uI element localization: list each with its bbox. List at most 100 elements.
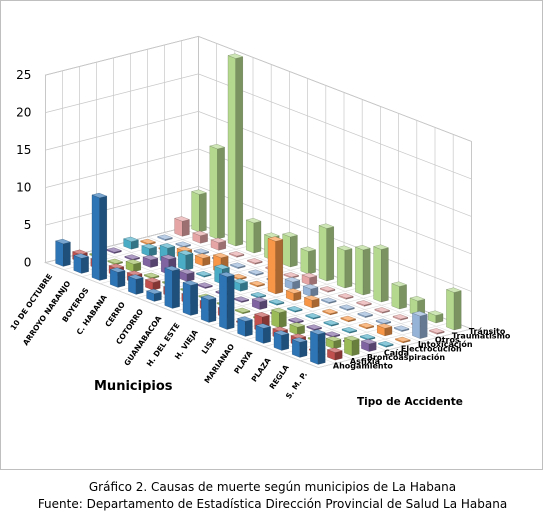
floor-grid-line	[164, 232, 438, 338]
bar	[301, 272, 318, 286]
bar	[143, 272, 160, 280]
bar	[255, 323, 272, 344]
bar	[246, 258, 263, 265]
bar	[374, 307, 391, 314]
bar	[268, 299, 285, 306]
bar	[303, 295, 320, 309]
bar	[302, 284, 319, 297]
floor-grid-line	[63, 230, 217, 270]
bar	[360, 339, 377, 352]
floor-grid-line	[318, 328, 472, 368]
bar	[177, 250, 194, 271]
y-tick-label: 20	[16, 106, 31, 120]
floor-grid-line	[300, 321, 454, 361]
floor-grid-line	[62, 258, 336, 364]
bar	[285, 288, 302, 302]
bar	[237, 316, 253, 337]
bar	[358, 322, 375, 330]
bar	[391, 281, 408, 310]
bar	[91, 192, 108, 281]
floor-grid-line	[99, 244, 254, 284]
bar	[273, 330, 290, 351]
bar	[322, 308, 338, 316]
x-tick-label: LISA	[200, 335, 218, 356]
bar	[193, 248, 210, 255]
z-tick-label: Asfixia	[350, 357, 380, 366]
bar	[392, 314, 409, 321]
bar	[267, 236, 284, 295]
y-tick-label: 15	[16, 143, 31, 157]
bars-layer	[55, 53, 462, 365]
bar	[157, 234, 173, 241]
bar	[200, 294, 217, 323]
bar	[339, 304, 355, 311]
bar	[144, 277, 161, 291]
value-grid-line	[45, 36, 472, 142]
bar	[309, 329, 326, 365]
floor-grid-line	[45, 262, 319, 368]
bar	[357, 311, 374, 318]
y-tick-label: 10	[16, 181, 31, 195]
z-tick-label: Electrocución	[401, 343, 462, 353]
bar	[340, 315, 357, 323]
floor-grid-line	[113, 245, 387, 351]
floor-grid-line	[136, 258, 290, 298]
bar	[343, 335, 360, 357]
bar	[124, 254, 141, 261]
bar	[323, 320, 340, 327]
bar	[445, 287, 462, 331]
z-tick-label: Broncoaspiración	[367, 352, 445, 362]
bar	[127, 274, 144, 295]
z-tick-label: Tránsito	[469, 327, 506, 336]
bar	[210, 237, 227, 251]
z-tick-label: Ahogamiento	[333, 362, 394, 371]
z-tick-label: Intoxicación	[418, 339, 473, 349]
floor-grid-line	[227, 293, 381, 333]
bar	[232, 278, 249, 292]
bar	[325, 336, 342, 350]
value-grid-line	[45, 148, 472, 255]
bar	[195, 271, 212, 278]
bar	[282, 232, 298, 268]
bar	[229, 262, 246, 269]
value-grid-line	[45, 111, 472, 217]
bar	[107, 258, 124, 266]
bar	[306, 324, 323, 331]
bar	[428, 328, 445, 335]
bar	[197, 282, 213, 289]
bar	[141, 243, 158, 257]
bar	[300, 246, 317, 275]
bar	[194, 253, 211, 267]
bar	[228, 251, 245, 258]
bar	[146, 288, 162, 302]
bar	[341, 327, 358, 334]
bar	[55, 238, 71, 267]
bar	[125, 259, 142, 273]
bar	[209, 144, 226, 240]
bar	[319, 286, 336, 293]
x-tick-label: REGLA	[268, 363, 291, 391]
x-tick-label: H. VIEJA	[173, 328, 200, 361]
floor-grid-line	[181, 227, 455, 334]
floor-grid-line	[281, 314, 436, 354]
bar	[227, 53, 244, 247]
bar	[174, 216, 190, 237]
floor-grid-line	[172, 272, 326, 312]
bar	[248, 269, 264, 276]
x-tick-label: PLAZA	[250, 356, 273, 384]
bar	[318, 223, 335, 282]
floor-grid-line	[118, 251, 272, 291]
bar	[218, 271, 235, 330]
chart-frame: 0 5 10 15 20 25 10 DE OCTUBRE ARROYO NARANJO BO…	[0, 0, 543, 470]
bar	[123, 236, 139, 250]
bar	[178, 269, 195, 282]
bar	[376, 323, 393, 337]
bar	[324, 331, 341, 338]
bar	[377, 341, 394, 348]
figure-caption: Gráfico 2. Causas de muerte según munici…	[88, 480, 457, 494]
bar	[427, 310, 444, 324]
bar	[271, 307, 287, 329]
bar	[320, 297, 337, 304]
bar	[393, 325, 410, 332]
